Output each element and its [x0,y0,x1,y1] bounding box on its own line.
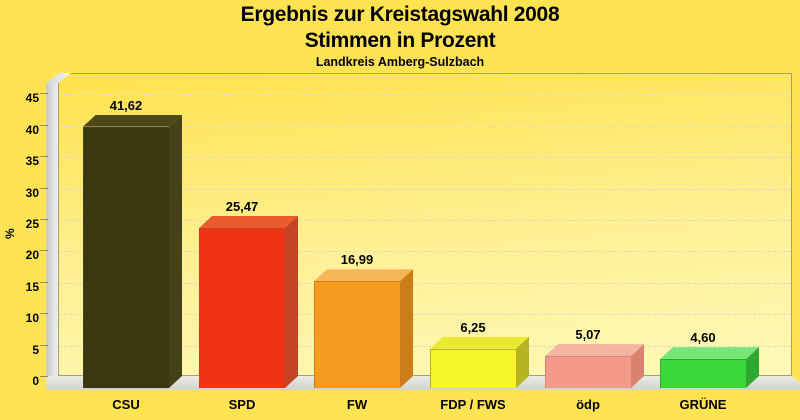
bar-side-5 [746,347,759,388]
y-tick-15 [40,281,48,283]
bar-top-1 [199,216,298,228]
bar-front-0 [83,126,169,388]
bar-top-2 [314,269,413,281]
bar-side-3 [516,337,529,388]
x-category-label-0: CSU [112,397,140,412]
y-tick-25 [40,219,48,220]
y-tick-10 [40,313,48,315]
gridline-40 [59,125,791,127]
chart-title-line1: Ergebnis zur Kreistagswahl 2008 [240,3,560,26]
bar-value-label-4: 5,07 [575,327,601,343]
bar-top-0 [83,115,182,127]
bar-side-4 [631,344,644,388]
y-tick-label-45: 45 [25,91,39,106]
bar-side-1 [285,216,298,388]
x-category-label-5: GRÜNE [679,397,727,412]
y-tick-label-40: 40 [25,122,39,137]
bar-front-4 [545,356,631,388]
chart-title-line2: Stimmen in Prozent [304,29,496,52]
y-tick-label-20: 20 [25,248,39,263]
bar-value-label-1: 25,47 [225,199,259,215]
bar-side-2 [400,269,413,388]
left-wall-3d [46,83,58,376]
gridline-5 [59,345,791,347]
y-tick-30 [40,187,48,189]
y-tick-label-5: 5 [32,342,39,357]
bar-value-label-2: 16,99 [340,252,374,268]
gridline-30 [59,188,791,190]
bar-side-0 [169,115,182,388]
gridline-25 [59,220,791,221]
wall-top-bevel [46,73,71,83]
y-tick-label-10: 10 [25,311,39,326]
y-tick-label-15: 15 [25,279,39,294]
bar-value-label-3: 6,25 [460,319,486,335]
bar-front-3 [430,348,516,388]
y-tick-40 [40,124,48,126]
bar-top-5 [660,347,759,359]
x-category-label-3: FDP / FWS [440,397,506,412]
x-category-label-4: ödp [576,397,600,412]
y-tick-0 [40,376,48,377]
y-tick-45 [40,93,48,95]
gridline-20 [59,251,791,253]
gridline-15 [59,282,791,284]
y-tick-label-30: 30 [25,185,39,200]
y-tick-label-0: 0 [32,374,39,388]
bar-front-2 [314,281,400,388]
y-tick-35 [40,156,48,158]
gridline-35 [59,157,791,159]
bar-value-label-5: 4,60 [690,330,716,346]
y-tick-label-35: 35 [25,154,39,169]
y-tick-5 [40,344,48,346]
bar-top-4 [545,344,644,356]
gridline-10 [59,314,791,316]
bar-value-label-0: 41,62 [109,97,143,113]
chart-subtitle: Landkreis Amberg-Sulzbach [315,55,485,69]
bar-top-3 [430,337,529,349]
bar-front-5 [660,359,746,388]
y-tick-20 [40,250,48,252]
x-category-label-1: SPD [228,397,256,412]
bar-front-1 [199,228,285,388]
gridline-45 [59,94,791,96]
x-category-label-2: FW [346,397,368,412]
y-tick-label-25: 25 [25,217,39,231]
